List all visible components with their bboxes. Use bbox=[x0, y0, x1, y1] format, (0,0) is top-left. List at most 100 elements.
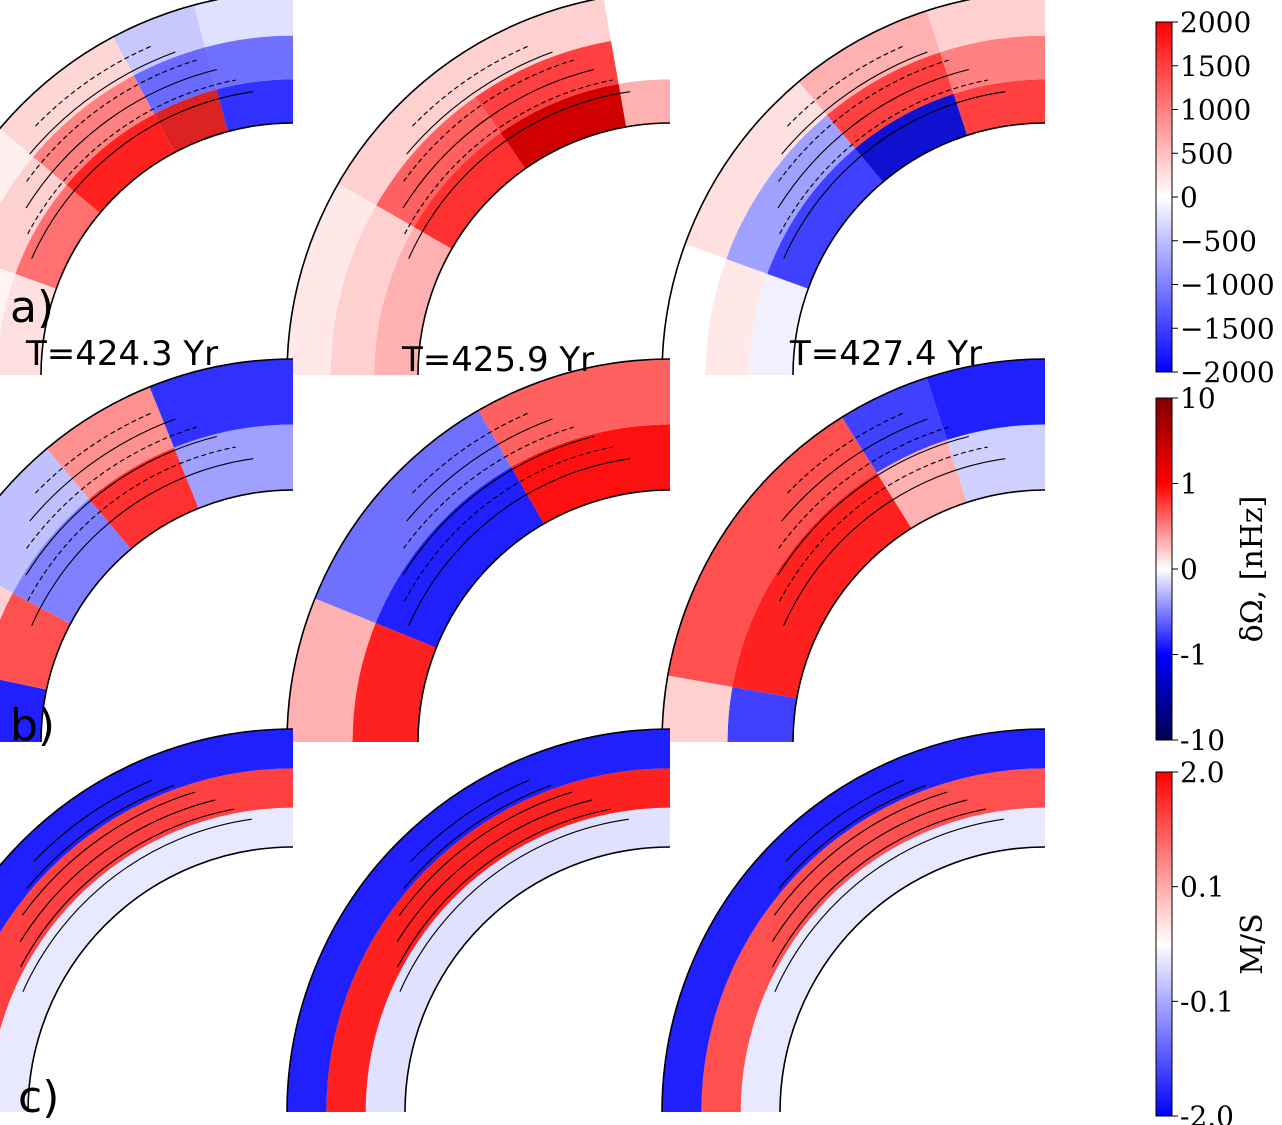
inner-boundary-a-2 bbox=[417, 122, 671, 376]
contour-c-3-3 bbox=[771, 799, 968, 942]
field-patch-b-3-1-1 bbox=[667, 417, 877, 687]
contour-b-3-2 bbox=[779, 446, 988, 602]
field-patch-b-1-1-1 bbox=[0, 586, 13, 620]
colorbar-c-tick-label-2: -0.1 bbox=[1180, 985, 1234, 1018]
field-patch-a-2-2-1 bbox=[611, 35, 670, 84]
field-patch-a-1-3-2 bbox=[0, 129, 34, 204]
contour-c-1-2 bbox=[19, 808, 235, 968]
outer-boundary-b-2 bbox=[286, 358, 671, 743]
contour-b-3-6 bbox=[787, 411, 906, 494]
field-patch-a-2-1-0 bbox=[500, 83, 627, 169]
colorbar-c-label: M/S bbox=[1235, 913, 1270, 974]
contour-b-1-5 bbox=[29, 418, 176, 522]
contour-a-3-5 bbox=[781, 51, 928, 155]
contour-c-3-1 bbox=[774, 818, 1004, 992]
field-patch-a-1-3-0 bbox=[15, 184, 100, 289]
panel-c-1 bbox=[0, 728, 294, 1113]
field-patch-a-1-2-2 bbox=[193, 0, 293, 48]
field-patch-a-3-2-1 bbox=[940, 35, 1045, 94]
field-patch-a-2-1-2 bbox=[450, 0, 612, 98]
panel-b-2 bbox=[286, 358, 671, 743]
contour-c-2-1 bbox=[399, 818, 629, 992]
field-patch-a-3-3-2 bbox=[662, 244, 727, 375]
contour-c-2-4 bbox=[398, 791, 573, 916]
contour-c-2-2 bbox=[396, 808, 612, 968]
field-patch-a-2-0-2 bbox=[338, 61, 476, 206]
colorbar-a-gradient bbox=[1155, 21, 1173, 373]
panels-layer bbox=[0, 0, 1046, 1113]
field-patch-a-3-3-1 bbox=[705, 258, 768, 375]
colorbar-b-tick-label-1: 1 bbox=[1180, 468, 1198, 501]
contour-b-1-3 bbox=[25, 435, 217, 576]
field-patch-a-2-3-2 bbox=[287, 183, 377, 375]
outer-boundary-b-1 bbox=[0, 358, 294, 497]
contour-a-2-1 bbox=[408, 91, 631, 259]
field-patch-b-1-2-1 bbox=[0, 448, 89, 593]
panel-a-3 bbox=[661, 0, 1046, 376]
field-patch-b-3-3-1 bbox=[926, 359, 1045, 441]
outer-boundary-a-3 bbox=[661, 0, 972, 376]
outer-boundary-b-3 bbox=[661, 358, 1046, 743]
contour-a-1-5 bbox=[29, 51, 176, 155]
contour-a-1-6 bbox=[35, 44, 154, 127]
panel-b-3 bbox=[661, 358, 1046, 743]
outer-boundary-a-2 bbox=[286, 0, 597, 376]
field-patch-c-3-0-0 bbox=[740, 807, 1045, 1112]
contour-b-2-2 bbox=[404, 446, 613, 602]
inner-boundary-a-1 bbox=[40, 122, 294, 376]
field-patch-b-1-0-0 bbox=[0, 679, 47, 742]
colorbar-b-tick-label-2: 0 bbox=[1180, 553, 1198, 586]
time-label-2: T=425.9 Yr bbox=[402, 340, 595, 380]
contour-c-2-5 bbox=[403, 784, 552, 889]
field-patch-a-1-3-1 bbox=[0, 156, 67, 274]
field-patch-b-1-3-1 bbox=[46, 386, 175, 499]
colorbar-a-tick-label-8: −2000 bbox=[1180, 356, 1275, 389]
field-patch-b-3-3-0 bbox=[946, 424, 1045, 503]
panel-c-2 bbox=[286, 728, 671, 1113]
field-patch-a-2-3-1 bbox=[330, 205, 414, 375]
contour-c-2-3 bbox=[396, 799, 593, 942]
field-patch-a-3-0-0 bbox=[767, 148, 884, 289]
field-patch-b-3-1-0 bbox=[732, 472, 912, 699]
colorbar-b-label: δΩ, [nHz] bbox=[1235, 496, 1270, 643]
field-patch-b-1-4-1 bbox=[149, 359, 293, 448]
outer-boundary-a-1 bbox=[0, 0, 220, 130]
row-label-b: b) bbox=[10, 700, 56, 751]
contour-a-2-3 bbox=[402, 68, 594, 209]
colorbar-c: 2.0 0.1 -0.1 -2.0 M/S bbox=[1155, 756, 1270, 1125]
inner-boundary-c-2 bbox=[404, 846, 671, 1113]
row-label-c: c) bbox=[18, 1072, 60, 1123]
contour-b-2-4 bbox=[403, 426, 574, 549]
colorbar-c-gradient bbox=[1155, 771, 1173, 1117]
contour-a-2-5 bbox=[406, 51, 553, 155]
inner-boundary-b-2 bbox=[417, 489, 671, 743]
colorbar-b-tick-label-0: 10 bbox=[1180, 382, 1216, 415]
panel-a-1 bbox=[0, 0, 294, 376]
colorbar-a-tick-label-7: −1500 bbox=[1180, 312, 1275, 345]
contour-a-1-1 bbox=[31, 91, 254, 259]
inner-boundary-b-1 bbox=[40, 489, 294, 743]
contour-b-1-6 bbox=[35, 411, 154, 494]
contour-a-3-4 bbox=[778, 59, 949, 182]
row-label-a: a) bbox=[10, 282, 55, 333]
field-patch-a-1-1-1 bbox=[133, 47, 217, 114]
colorbar-a-tick-label-0: 2000 bbox=[1180, 6, 1251, 39]
field-patch-a-1-4-1 bbox=[0, 268, 16, 336]
colorbar-a-tick-label-5: −500 bbox=[1180, 225, 1257, 258]
field-patch-a-2-2-2 bbox=[603, 0, 670, 41]
colorbar-c-tick-label-3: -2.0 bbox=[1180, 1100, 1234, 1125]
field-patch-b-3-0-0 bbox=[727, 686, 797, 742]
field-patch-a-2-1-1 bbox=[475, 40, 619, 133]
field-patch-a-2-2-0 bbox=[618, 79, 670, 127]
field-patch-c-2-0-2 bbox=[287, 729, 670, 1112]
contour-a-3-1 bbox=[783, 91, 1006, 259]
contour-c-1-4 bbox=[21, 791, 196, 916]
field-patch-a-3-0-1 bbox=[726, 115, 855, 274]
field-patch-a-2-0-0 bbox=[413, 132, 526, 249]
outer-boundary-c-3 bbox=[661, 728, 1046, 1113]
field-patch-a-3-1-0 bbox=[854, 93, 968, 182]
field-patch-b-2-0-1 bbox=[287, 598, 376, 742]
field-patch-a-3-0-2 bbox=[685, 81, 827, 259]
colorbar-c-tick-label-0: 2.0 bbox=[1180, 756, 1225, 789]
